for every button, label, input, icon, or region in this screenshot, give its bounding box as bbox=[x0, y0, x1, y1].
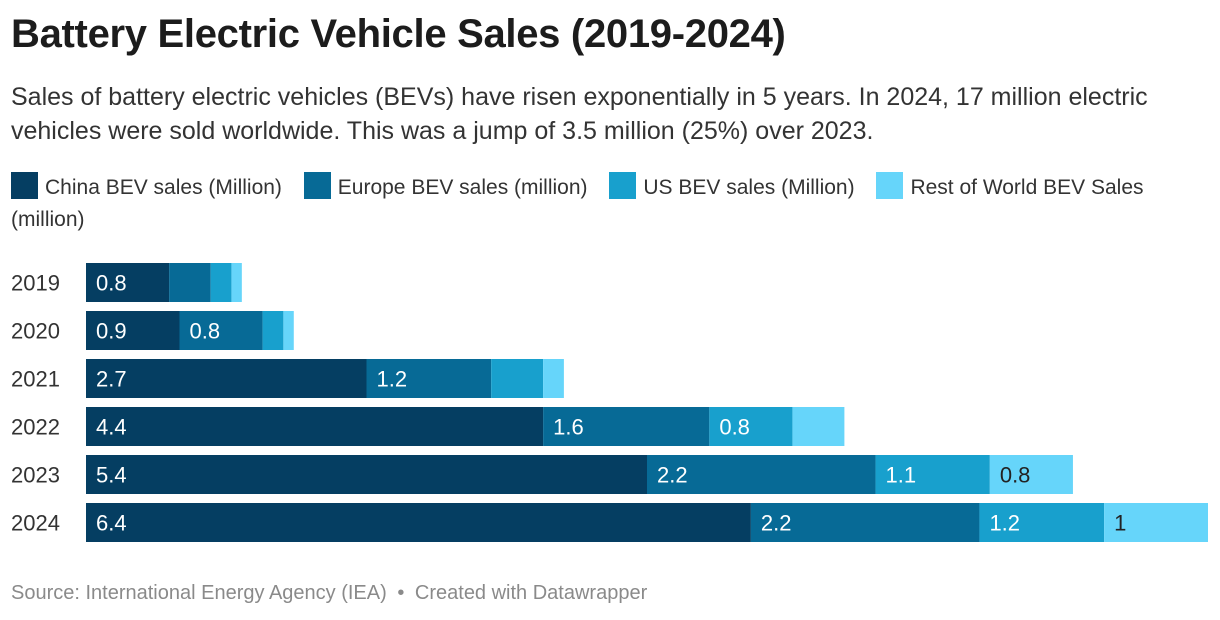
bar-segment bbox=[366, 359, 492, 398]
bar-segment bbox=[169, 263, 211, 302]
category-label: 2023 bbox=[11, 463, 60, 488]
chart-legend: China BEV sales (Million) Europe BEV sal… bbox=[11, 172, 1206, 236]
bar-chart: 2019 0.8 2020 0.9 0.8 2021 2.7 1.2 2022 4.4 1.6 0.8… bbox=[11, 263, 1208, 542]
data-label: 0.9 bbox=[96, 319, 127, 344]
legend-swatch bbox=[11, 172, 38, 199]
legend-label: China BEV sales (Million) bbox=[45, 176, 282, 199]
category-label: 2020 bbox=[11, 319, 60, 344]
data-label: 1.2 bbox=[377, 367, 408, 392]
bar-segment bbox=[86, 503, 751, 542]
bar-segment bbox=[979, 503, 1105, 542]
bar-segment bbox=[86, 311, 180, 350]
legend-label: Europe BEV sales (million) bbox=[337, 176, 588, 199]
bar-segment bbox=[86, 455, 647, 494]
data-label: 0.8 bbox=[190, 319, 221, 344]
data-label: 0.8 bbox=[96, 271, 127, 296]
chart-footer: Source: International Energy Agency (IEA… bbox=[11, 582, 647, 605]
legend-item: Rest of World BEV Sales (million) bbox=[11, 172, 1144, 231]
bar-segment bbox=[86, 407, 544, 446]
data-label: 2.2 bbox=[761, 511, 792, 536]
bar-segment bbox=[792, 407, 845, 446]
data-label: 1 bbox=[1114, 511, 1126, 536]
bar-segment bbox=[210, 263, 232, 302]
credit-link[interactable]: Created with Datawrapper bbox=[414, 582, 648, 604]
legend-swatch bbox=[876, 172, 904, 199]
legend-swatch bbox=[609, 172, 637, 199]
data-label: 1.1 bbox=[886, 463, 917, 488]
bar-segment bbox=[543, 359, 564, 398]
legend-item: China BEV sales (Million) bbox=[11, 172, 282, 199]
data-label: 1.6 bbox=[553, 415, 584, 440]
bar-segment bbox=[1104, 503, 1208, 542]
bar-segment bbox=[283, 311, 294, 350]
data-label: 0.8 bbox=[719, 415, 750, 440]
data-label: 2.7 bbox=[96, 367, 127, 392]
bar-segment bbox=[875, 455, 990, 494]
data-label: 0.8 bbox=[1000, 463, 1031, 488]
category-label: 2022 bbox=[11, 415, 60, 440]
bar-segment bbox=[647, 455, 876, 494]
category-label: 2024 bbox=[11, 511, 60, 536]
data-label: 5.4 bbox=[96, 463, 127, 488]
chart-title: Battery Electric Vehicle Sales (2019-202… bbox=[11, 12, 786, 56]
bar-segment bbox=[86, 263, 170, 302]
chart-subtitle: Sales of battery electric vehicles (BEVs… bbox=[11, 83, 1148, 145]
data-label: 4.4 bbox=[96, 415, 127, 440]
bar-segment bbox=[231, 263, 242, 302]
legend-label: Rest of World BEV Sales (million) bbox=[11, 176, 1144, 231]
legend-swatch bbox=[303, 172, 331, 199]
bar-segment bbox=[86, 359, 367, 398]
footer-separator: • bbox=[397, 582, 405, 604]
data-label: 2.2 bbox=[657, 463, 688, 488]
bar-segment bbox=[543, 407, 710, 446]
data-label: 1.2 bbox=[989, 511, 1020, 536]
bar-segment bbox=[262, 311, 284, 350]
legend-item: Europe BEV sales (million) bbox=[303, 172, 588, 199]
source-note: Source: International Energy Agency (IEA… bbox=[11, 582, 387, 604]
bar-segment bbox=[179, 311, 263, 350]
data-label: 6.4 bbox=[96, 511, 127, 536]
legend-label: US BEV sales (Million) bbox=[643, 176, 855, 199]
bar-segment bbox=[491, 359, 544, 398]
category-label: 2021 bbox=[11, 367, 60, 392]
bar-segment bbox=[750, 503, 980, 542]
legend-item: US BEV sales (Million) bbox=[609, 172, 855, 199]
bar-segment bbox=[709, 407, 793, 446]
bar-segment bbox=[989, 455, 1073, 494]
category-label: 2019 bbox=[11, 271, 60, 296]
